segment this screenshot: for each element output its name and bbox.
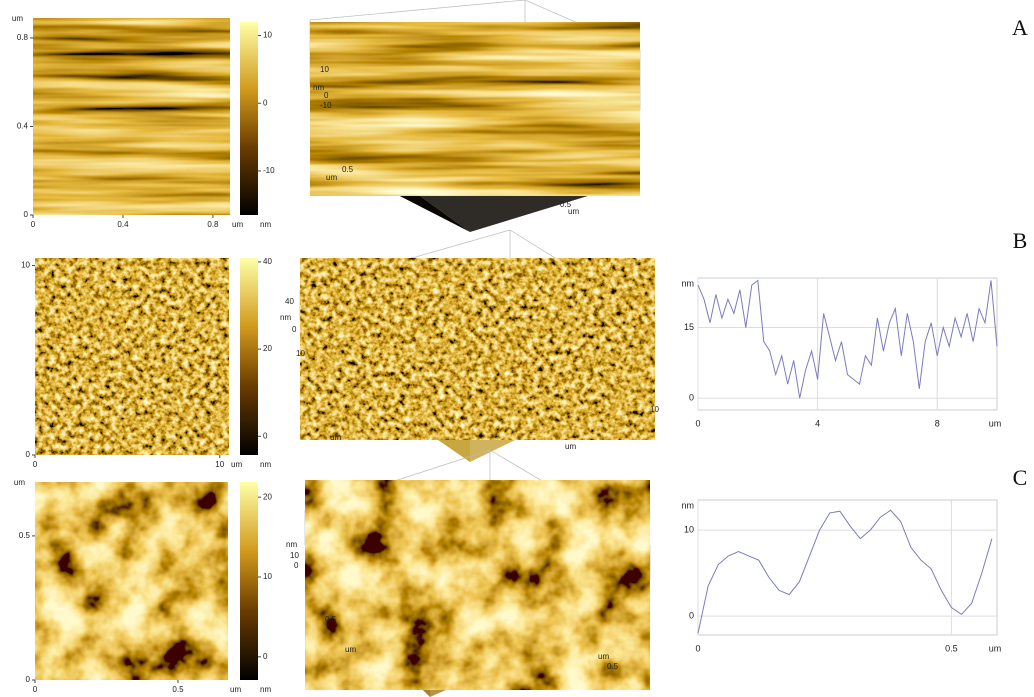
- colorbar-unit: nm: [260, 685, 271, 694]
- x-unit: um: [232, 220, 243, 229]
- y-tick-label: 0: [26, 675, 31, 684]
- x-tick-label: 0: [33, 685, 38, 694]
- view3d-label: 0: [292, 325, 297, 334]
- view3d-label: 0.5: [325, 615, 337, 624]
- colorbar-tick-label: 40: [263, 257, 272, 266]
- colorbar-tick-label: 10: [263, 31, 272, 40]
- x-tick-label: 10: [215, 460, 224, 469]
- plot-area: [698, 500, 997, 635]
- view3d-label: um: [330, 433, 341, 442]
- x-axis-label: um: [989, 418, 1002, 428]
- y-tick-label: 10: [21, 261, 30, 270]
- x-tick-label: 8: [935, 418, 940, 428]
- x-tick-label: 0: [33, 460, 38, 469]
- y-tick-label: 15: [684, 322, 694, 332]
- view3d-label: 10: [650, 405, 659, 414]
- colorbar-tick-label: 0: [263, 652, 268, 661]
- view3d-label: um: [345, 645, 356, 654]
- view3d-label: 40: [285, 297, 294, 306]
- plot-area: [698, 278, 997, 410]
- colorbar: [240, 22, 258, 215]
- colorbar-tick-label: 10: [263, 572, 272, 581]
- y-tick-label: 10: [684, 524, 694, 534]
- x-tick-label: 0.5: [172, 685, 184, 694]
- view3d-label: -10: [320, 101, 332, 110]
- view3d-label: um: [326, 173, 337, 182]
- view3d-label: nm: [313, 83, 324, 92]
- x-tick-label: 0: [695, 643, 700, 653]
- view3d-label: 10: [296, 349, 305, 358]
- y-tick-label: 0: [689, 610, 694, 620]
- panel-label: C: [1013, 465, 1028, 490]
- afm-image: [35, 482, 228, 680]
- y-axis-label: nm: [681, 278, 694, 288]
- colorbar-unit: nm: [260, 220, 271, 229]
- x-tick-label: 0: [31, 220, 36, 229]
- y-unit: um: [14, 478, 25, 487]
- y-tick-label: 0: [689, 393, 694, 403]
- afm-image: [35, 258, 229, 455]
- x-axis-label: um: [989, 643, 1002, 653]
- view3d-label: um: [568, 207, 579, 216]
- view3d-label: um: [598, 652, 609, 661]
- view3d-label: um: [565, 442, 576, 451]
- x-unit: um: [231, 460, 242, 469]
- x-tick-label: 0.8: [207, 220, 219, 229]
- x-tick-label: 4: [815, 418, 820, 428]
- x-tick-label: 0.4: [117, 220, 129, 229]
- figure: A00.40.800.40.8umum-10010nm10nm0-10um0.5…: [0, 0, 1034, 697]
- colorbar-tick-label: 20: [263, 492, 272, 501]
- surface-top: [300, 258, 655, 440]
- view3d-label: 0: [294, 561, 299, 570]
- view3d-label: nm: [280, 313, 291, 322]
- view3d-label: 0.5: [342, 165, 354, 174]
- x-unit: um: [230, 685, 241, 694]
- panel-label: B: [1013, 228, 1028, 253]
- colorbar-tick-label: 20: [263, 344, 272, 353]
- colorbar-tick-label: 0: [263, 431, 268, 440]
- colorbar-tick-label: -10: [263, 166, 275, 175]
- frame-line: [310, 0, 525, 20]
- y-tick-label: 0.5: [19, 531, 31, 540]
- y-unit: um: [12, 14, 23, 23]
- y-tick-label: 0.4: [17, 122, 29, 131]
- x-tick-label: 0.5: [945, 643, 958, 653]
- view3d-label: 0.5: [607, 662, 619, 671]
- colorbar-tick-label: 0: [263, 98, 268, 107]
- y-tick-label: 0.8: [17, 33, 29, 42]
- colorbar: [240, 258, 258, 455]
- view3d-label: 10: [320, 65, 329, 74]
- colorbar: [240, 482, 258, 680]
- y-tick-label: 0: [24, 210, 29, 219]
- y-tick-label: 0: [26, 450, 31, 459]
- colorbar-unit: nm: [260, 460, 271, 469]
- view3d-label: 10: [290, 551, 299, 560]
- panel-label: A: [1012, 15, 1028, 40]
- x-tick-label: 0: [695, 418, 700, 428]
- view3d-label: 0: [324, 91, 329, 100]
- view3d-label: nm: [286, 540, 297, 549]
- y-axis-label: nm: [681, 500, 694, 510]
- afm-image: [33, 18, 230, 215]
